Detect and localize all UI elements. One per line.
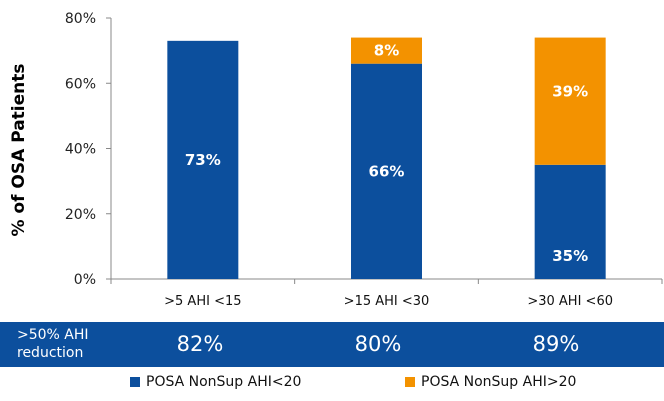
y-axis: 0% 20% 40% 60% 80% — [65, 11, 112, 288]
legend-swatch-blue — [130, 377, 140, 387]
ahi-reduction-value: 89% — [532, 332, 580, 356]
data-label: 39% — [552, 83, 588, 101]
ahi-reduction-value: 80% — [354, 332, 402, 356]
ahi-reduction-row: >50% AHI reduction 82% 80% 89% — [0, 322, 664, 367]
y-tick-label: 60% — [65, 76, 96, 92]
ahi-reduction-label: >50% AHI reduction — [17, 326, 89, 362]
y-tick-label: 40% — [65, 142, 96, 158]
x-tick-label: >30 AHI <60 — [527, 294, 613, 309]
x-tick-label: >15 AHI <30 — [344, 294, 430, 309]
y-tick-label: 20% — [65, 207, 96, 223]
data-label: 66% — [369, 162, 405, 180]
bar-segment-orange — [351, 37, 422, 64]
bar-segment-blue — [351, 63, 422, 279]
stacked-bar-chart: % of OSA Patients 0% 20% 40% 60% 80% >5 AHI … — [9, 11, 663, 309]
ahi-reduction-value: 82% — [176, 332, 224, 356]
data-label: 73% — [185, 151, 221, 169]
legend-swatch-orange — [405, 377, 415, 387]
y-axis-title: % of OSA Patients — [9, 63, 29, 236]
y-tick-label: 80% — [65, 11, 96, 27]
data-label: 8% — [374, 42, 399, 60]
legend: POSA NonSup AHI<20 POSA NonSup AHI>20 — [0, 374, 664, 396]
x-tick-label: >5 AHI <15 — [164, 294, 241, 309]
bars: 73% 66% 8% 35% 39% — [167, 37, 606, 280]
y-tick-label: 0% — [74, 272, 96, 288]
ahi-reduction-label-line-2: reduction — [17, 345, 84, 361]
legend-item: POSA NonSup AHI<20 — [130, 374, 301, 390]
x-axis: >5 AHI <15 >15 AHI <30 >30 AHI <60 — [110, 278, 663, 309]
legend-item: POSA NonSup AHI>20 — [405, 374, 576, 390]
ahi-reduction-label-line-1: >50% AHI — [17, 327, 89, 343]
bar-segment-blue — [534, 164, 606, 279]
bar-segment-blue — [167, 40, 239, 280]
legend-label: POSA NonSup AHI>20 — [421, 374, 577, 390]
bar-segment-orange — [534, 37, 606, 165]
data-label: 35% — [552, 247, 588, 265]
legend-label: POSA NonSup AHI<20 — [146, 374, 302, 390]
